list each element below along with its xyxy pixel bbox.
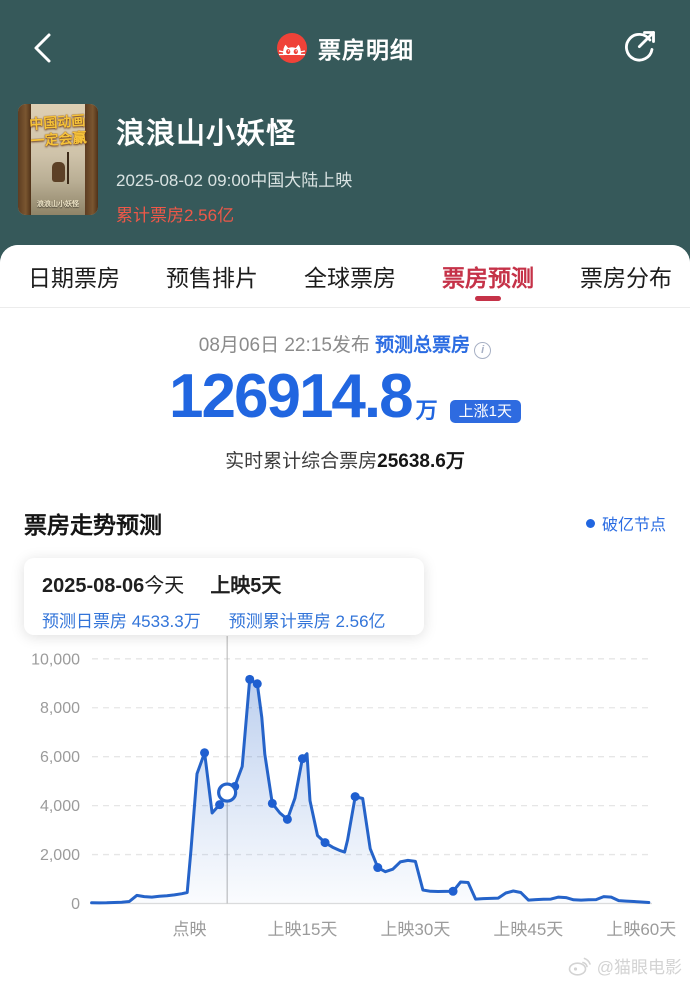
milestone-dot[interactable] xyxy=(297,754,307,764)
x-axis-label: 点映 xyxy=(173,920,207,939)
tab-forecast[interactable]: 票房预测 xyxy=(442,245,534,307)
tab-global[interactable]: 全球票房 xyxy=(304,265,396,291)
maoyan-cat-logo-icon xyxy=(277,33,307,63)
movie-release-info: 2025-08-02 09:00中国大陆上映 xyxy=(116,171,353,190)
movie-poster[interactable]: 中国动画 一定会赢 浪浪山小妖怪 xyxy=(18,104,98,215)
legend-dot-icon xyxy=(585,518,595,528)
chart-tooltip: 2025-08-06今天 上映5天 预测日票房 4533.3万 预测累计票房 2.5… xyxy=(24,558,424,635)
tab-distribution[interactable]: 票房分布 xyxy=(580,265,672,291)
watermark: @猫眼电影 xyxy=(568,953,682,978)
y-axis-label: 6,000 xyxy=(40,749,80,766)
legend-milestone: 破亿节点 xyxy=(585,511,666,535)
tooltip-daily-forecast: 预测日票房 4533.3万 xyxy=(42,612,201,631)
info-icon[interactable]: i xyxy=(474,342,492,359)
tab-bar: 日期票房 预售排片 全球票房 票房预测 票房分布 xyxy=(0,245,690,308)
milestone-dot[interactable] xyxy=(245,674,255,684)
share-icon[interactable] xyxy=(622,28,658,64)
tab-date-boxoffice[interactable]: 日期票房 xyxy=(28,265,120,291)
milestone-dot[interactable] xyxy=(267,798,277,808)
y-axis-label: 10,000 xyxy=(31,651,80,668)
poster-wood-right xyxy=(85,104,98,215)
tab-presale[interactable]: 预售排片 xyxy=(166,265,258,291)
page-title: 票房明细 xyxy=(318,37,414,63)
tooltip-today: 今天 xyxy=(144,575,185,597)
x-axis-label: 上映45天 xyxy=(493,920,563,939)
milestone-dot[interactable] xyxy=(282,814,292,824)
active-tab-underline xyxy=(475,295,501,301)
poster-background xyxy=(31,104,85,215)
milestone-dot[interactable] xyxy=(200,748,210,758)
forecast-publish-line: 08月06日 22:15发布 预测总票房 i xyxy=(0,330,690,359)
y-axis-label: 4,000 xyxy=(40,798,80,815)
watermark-text: @猫眼电影 xyxy=(596,958,682,977)
movie-info-section: 中国动画 一定会赢 浪浪山小妖怪 浪浪山小妖怪 2025-08-02 09:00… xyxy=(18,104,352,226)
forecast-total-unit: 万 xyxy=(415,398,438,423)
tooltip-date: 2025-08-06 xyxy=(42,575,145,597)
trend-chart: 0 2,000 4,000 6,000 8,000 10,000 点映 上映15天 上映30天 上… xyxy=(0,630,690,960)
x-axis-label: 上映30天 xyxy=(380,920,450,939)
milestone-dot[interactable] xyxy=(448,886,458,896)
milestone-dot[interactable] xyxy=(350,792,360,802)
poster-title-text: 浪浪山小妖怪 xyxy=(37,201,79,208)
milestone-dot[interactable] xyxy=(215,800,225,810)
poster-staff xyxy=(67,152,69,184)
movie-title: 浪浪山小妖怪 xyxy=(116,118,297,150)
y-axis-label: 8,000 xyxy=(40,700,80,717)
movie-total-box: 累计票房2.56亿 xyxy=(116,206,235,225)
publish-time: 08月06日 22:15发布 xyxy=(198,335,376,356)
poster-slogan: 中国动画 一定会赢 xyxy=(28,112,88,149)
app-header: 票房明细 xyxy=(0,0,690,96)
realtime-cume-line: 实时累计综合票房25638.6万 xyxy=(225,451,465,472)
rise-badge: 上涨1天 xyxy=(449,400,521,423)
forecast-total-value: 126914.8 xyxy=(169,362,414,431)
poster-wood-left xyxy=(18,104,31,215)
poster-character xyxy=(52,162,65,182)
forecast-total-row: 126914.8 万 上涨1天 xyxy=(0,366,690,428)
chart-area-fill xyxy=(91,679,649,904)
y-axis-label: 0 xyxy=(71,896,80,913)
tooltip-release-day: 上映5天 xyxy=(210,575,282,597)
x-axis-label: 上映60天 xyxy=(606,920,676,939)
header-title-group: 票房明细 xyxy=(0,0,690,96)
tooltip-cume-forecast: 预测累计票房 2.56亿 xyxy=(228,612,386,631)
header-background xyxy=(0,0,690,265)
milestone-dot[interactable] xyxy=(320,838,330,848)
forecast-total-label: 预测总票房 xyxy=(375,335,471,356)
milestone-dot[interactable] xyxy=(373,863,383,873)
trend-chart-svg: 0 2,000 4,000 6,000 8,000 10,000 点映 上映15天 上映30天 上… xyxy=(31,636,676,939)
trend-section-title: 票房走势预测 xyxy=(24,512,162,538)
milestone-dot[interactable] xyxy=(252,679,262,689)
back-icon[interactable] xyxy=(30,30,56,66)
y-axis-label: 2,000 xyxy=(40,847,80,864)
weibo-icon xyxy=(568,957,591,976)
x-axis-label: 上映15天 xyxy=(267,920,337,939)
today-point-circle[interactable] xyxy=(217,782,238,803)
